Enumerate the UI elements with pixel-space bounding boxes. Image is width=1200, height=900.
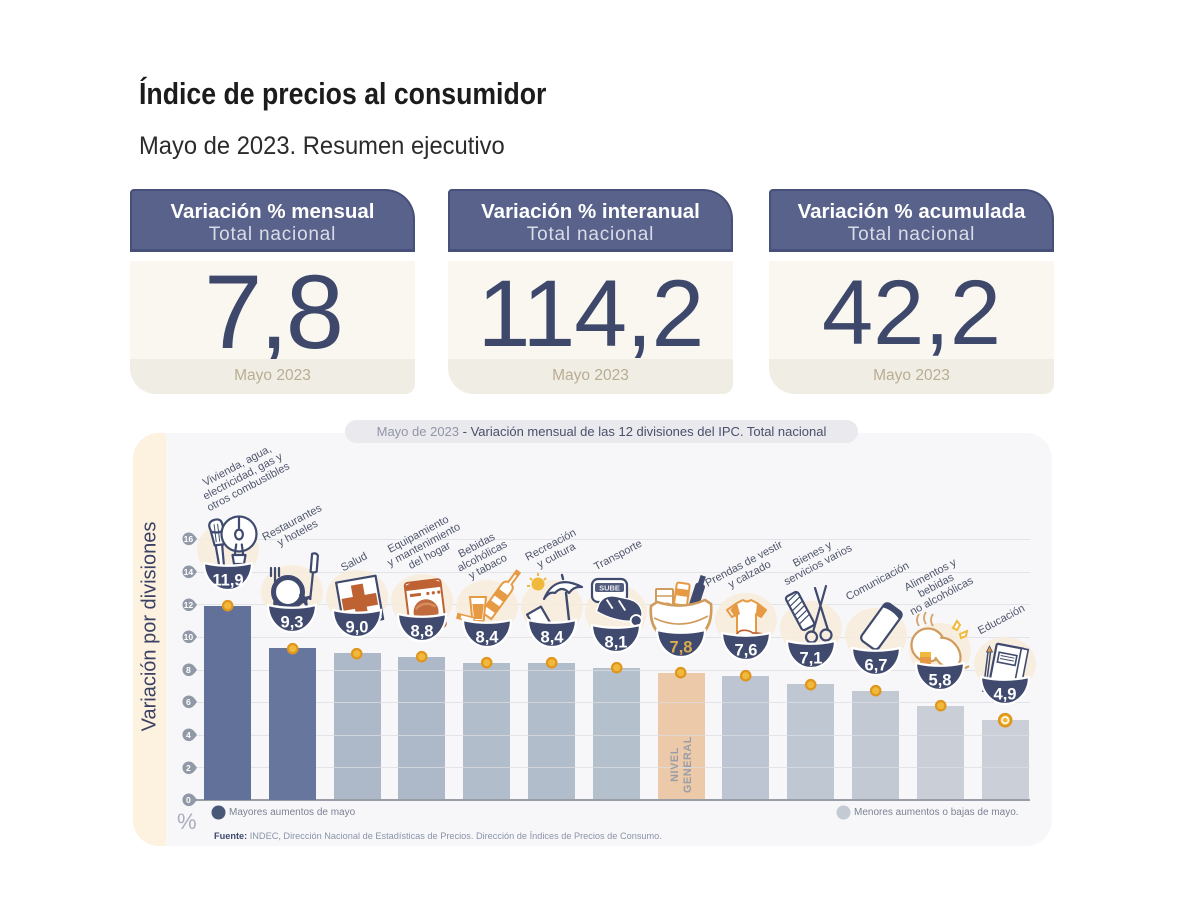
svg-text:9,3: 9,3 [281, 614, 304, 632]
svg-text:8: 8 [186, 665, 191, 675]
svg-text:8,4: 8,4 [475, 629, 499, 647]
svg-text:11,9: 11,9 [212, 572, 243, 590]
svg-text:6: 6 [186, 697, 191, 707]
svg-text:14: 14 [184, 567, 194, 577]
svg-text:0: 0 [186, 795, 191, 805]
svg-text:6,7: 6,7 [864, 656, 887, 674]
svg-text:7,6: 7,6 [734, 642, 757, 660]
svg-text:2: 2 [186, 763, 191, 773]
svg-text:12: 12 [184, 600, 194, 610]
svg-text:4: 4 [186, 730, 191, 740]
svg-text:9,0: 9,0 [346, 619, 369, 637]
svg-text:SUBE: SUBE [599, 584, 620, 593]
svg-text:8,4: 8,4 [540, 629, 564, 647]
svg-text:8,1: 8,1 [605, 634, 628, 652]
svg-text:8,8: 8,8 [410, 622, 433, 640]
svg-text:4,9: 4,9 [994, 686, 1017, 704]
svg-text:16: 16 [184, 534, 194, 544]
svg-text:7,8: 7,8 [670, 638, 693, 656]
svg-text:10: 10 [184, 632, 194, 642]
svg-text:7,1: 7,1 [799, 650, 822, 668]
svg-text:5,8: 5,8 [929, 671, 952, 689]
